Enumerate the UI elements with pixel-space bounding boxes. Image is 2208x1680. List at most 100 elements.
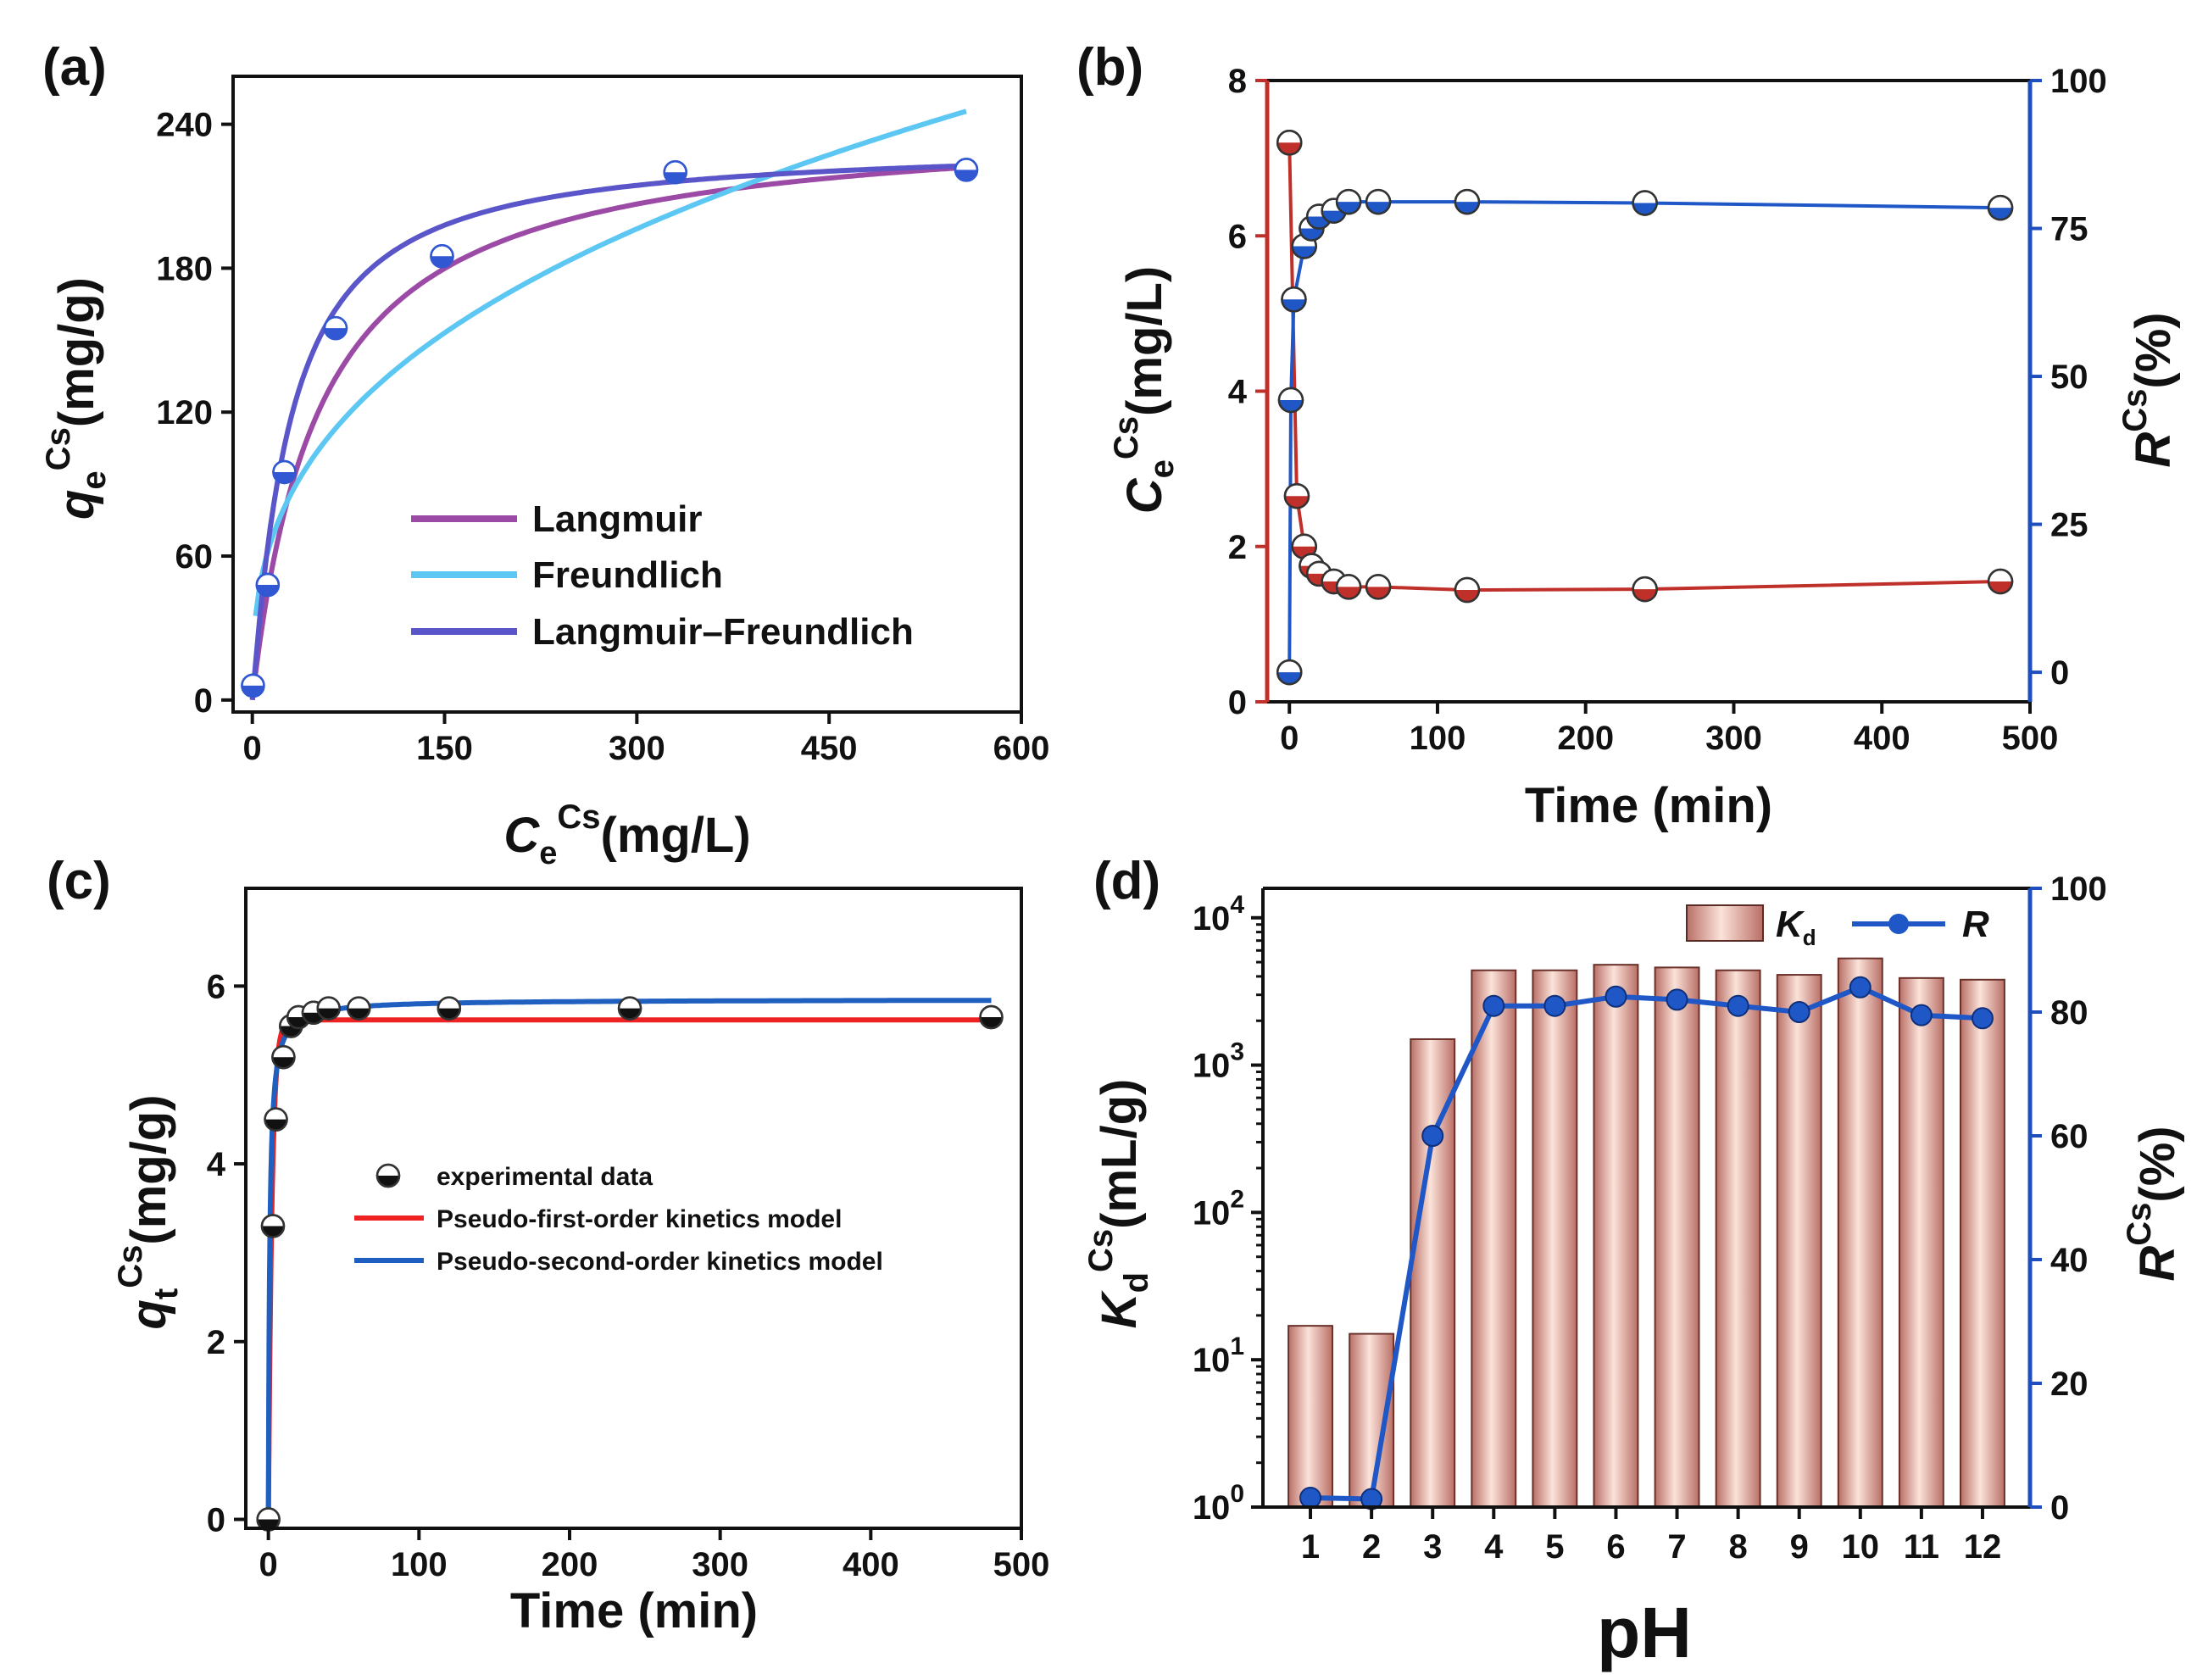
panel-c-y-label: qtCs(mg/g): [112, 1094, 185, 1329]
legend-a-label-1: Freundlich: [532, 554, 723, 596]
panel-d-r-point-6: [1666, 988, 1688, 1011]
panel-a-ytick-label-1: 60: [175, 538, 214, 576]
panel-c-frame: [244, 887, 1023, 1530]
panel-a-point-0: [241, 673, 265, 698]
panel-d-xtick-label-5: 6: [1606, 1528, 1625, 1566]
panel-c-point-11: [979, 1004, 1004, 1030]
panel-b-left-ytick-label-2: 4: [1228, 374, 1248, 411]
panel-a-xtick-label-4: 600: [993, 730, 1050, 767]
legend-c-marker-glyph: [375, 1163, 401, 1188]
panel-c-ytick-label-2: 4: [207, 1146, 226, 1183]
panel-a-point-3: [323, 315, 348, 341]
legend-d-label-1: R: [1962, 904, 1989, 945]
panel-c-ytick-label-1: 2: [207, 1324, 225, 1361]
panel-d-r-point-2: [1421, 1125, 1444, 1147]
panel-d-xtick-label-9: 10: [1842, 1528, 1880, 1566]
panel-b-point-R-1: [1277, 387, 1304, 414]
panel-d-y-right-label: RCs(%): [2121, 1126, 2185, 1281]
panel-d-r-point-10: [1910, 1004, 1933, 1026]
panel-d-x-label: pH: [1597, 1593, 1692, 1672]
legend-c-label-0: experimental data: [437, 1163, 653, 1191]
panel-b-right-ytick-label-2: 50: [2050, 359, 2088, 396]
panel-c-xtick-label-1: 100: [391, 1546, 448, 1583]
panel-d: 1 2 3 4 5 6 7 8 9 10 11 121001011021031040204060801…: [1082, 871, 2185, 1672]
legend-c-marker: [375, 1163, 401, 1188]
panel-d-right-ytick-label-1: 20: [2050, 1366, 2088, 1403]
panel-d-right-ytick-label-5: 100: [2050, 871, 2107, 908]
panel-d-r-point-4: [1543, 994, 1566, 1017]
panel-d-ytick-label-0: 100: [1193, 1480, 1244, 1527]
panel-c-ytick-label-3: 6: [207, 968, 225, 1005]
panel-d-bar-8: [1776, 974, 1822, 1508]
panel-b: 0 100 200 300 400 500 0 2 4 6 8 0 25 50 75 100 Time (mi…: [1108, 63, 2181, 833]
panel-b-point-R-7: [1335, 188, 1362, 215]
panel-c-xtick-label-5: 500: [993, 1546, 1050, 1583]
panel-d-ytick-label-3: 103: [1193, 1038, 1244, 1085]
panel-c-point-1: [260, 1214, 286, 1238]
panel-d-xtick-label-1: 2: [1362, 1528, 1381, 1566]
panel-d-xtick-label-8: 9: [1790, 1528, 1809, 1566]
panel-b-point-R-8: [1365, 188, 1392, 215]
panel-b-right-ytick-label-4: 100: [2050, 63, 2107, 100]
panel-d-xtick-label-4: 5: [1545, 1528, 1564, 1566]
panel-a-ytick-label-2: 120: [156, 394, 213, 431]
panel-b-xtick-label-1: 100: [1410, 720, 1466, 757]
panel-d-bar-6: [1654, 966, 1700, 1508]
panel-b-x-label: Time (min): [1525, 778, 1772, 833]
panel-c-point-2: [264, 1107, 288, 1132]
panel-a-label: (a): [42, 38, 107, 97]
panel-b-right-ytick-label-3: 75: [2050, 211, 2088, 248]
panel-a-xtick-label-3: 450: [801, 730, 858, 767]
panel-d-r-point-7: [1727, 994, 1749, 1017]
legend-a-label-0: Langmuir: [532, 498, 702, 540]
panel-d-xtick-label-2: 3: [1423, 1528, 1442, 1566]
panel-a: 0 150 300 450 600 0 60 120 180 240 Langmuir Freun…: [40, 75, 1050, 871]
panel-d-y-left-label: KdCs(mL/g): [1082, 1079, 1155, 1329]
panel-b-point-Ce-9: [1632, 576, 1658, 603]
panel-b-point-R-2: [1281, 286, 1307, 313]
panel-c-point-8: [347, 996, 371, 1021]
panel-b-point-Ce-8: [1454, 576, 1481, 604]
panel-b-point-Ce-7: [1365, 574, 1392, 600]
panel-d-r-point-11: [1971, 1007, 1994, 1030]
panel-b-point-R-0: [1276, 659, 1303, 686]
panel-d-r-point-0: [1299, 1487, 1322, 1510]
panel-b-right-ytick-label-1: 25: [2050, 507, 2088, 544]
panel-b-xtick-label-4: 400: [1854, 720, 1910, 757]
panel-a-x-label: CeCs(mg/L): [503, 798, 750, 871]
legend-d-label-0: Kd: [1776, 904, 1816, 950]
panel-c-xtick-label-4: 400: [843, 1546, 899, 1583]
panel-b-point-Ce-6: [1335, 574, 1362, 600]
panel-a-ytick-label-4: 240: [156, 107, 213, 144]
panel-a-curve-2: [249, 163, 967, 701]
panel-d-bar-4: [1532, 969, 1578, 1509]
panel-a-xtick-label-2: 300: [609, 730, 665, 767]
panel-c-xtick-label-2: 200: [542, 1546, 598, 1583]
panel-d-bar-2: [1410, 1037, 1456, 1508]
panel-d-right-ytick-label-3: 60: [2050, 1118, 2088, 1155]
panel-b-right-ytick-label-0: 0: [2050, 654, 2069, 692]
panel-d-bar-0: [1288, 1325, 1333, 1508]
panel-c-point-10: [617, 996, 642, 1021]
panel-d-ytick-label-2: 102: [1193, 1185, 1244, 1232]
panel-a-xtick-label-0: 0: [243, 730, 262, 767]
panel-c-point-3: [271, 1044, 296, 1070]
panel-a-point-5: [663, 159, 687, 185]
panel-d-ytick-label-4: 104: [1193, 891, 1245, 937]
panel-b-point-Ce-10: [1987, 568, 2014, 595]
panel-a-ytick-label-3: 180: [156, 250, 213, 287]
panel-d-xtick-label-6: 7: [1667, 1528, 1686, 1566]
legend-c-label-2: Pseudo-second-order kinetics model: [437, 1248, 883, 1276]
panel-a-curve-0: [249, 164, 967, 701]
panel-a-point-4: [430, 244, 454, 269]
legend-c-label-1: Pseudo-first-order kinetics model: [437, 1205, 842, 1233]
panel-b-y-right-label: RCs(%): [2116, 312, 2181, 467]
panel-d-r-line: [1310, 984, 1983, 1502]
panel-a-ytick-label-0: 0: [194, 682, 213, 720]
panel-a-point-1: [255, 572, 281, 598]
panel-b-left-ytick-label-0: 0: [1228, 684, 1247, 721]
panel-d-right-ytick-label-0: 0: [2050, 1489, 2069, 1527]
panel-c-label: (c): [47, 852, 111, 910]
panel-c: 0 100 200 300 400 500 0 2 4 6 experimental data P…: [112, 887, 1050, 1638]
panel-c-ytick-label-0: 0: [207, 1502, 225, 1539]
